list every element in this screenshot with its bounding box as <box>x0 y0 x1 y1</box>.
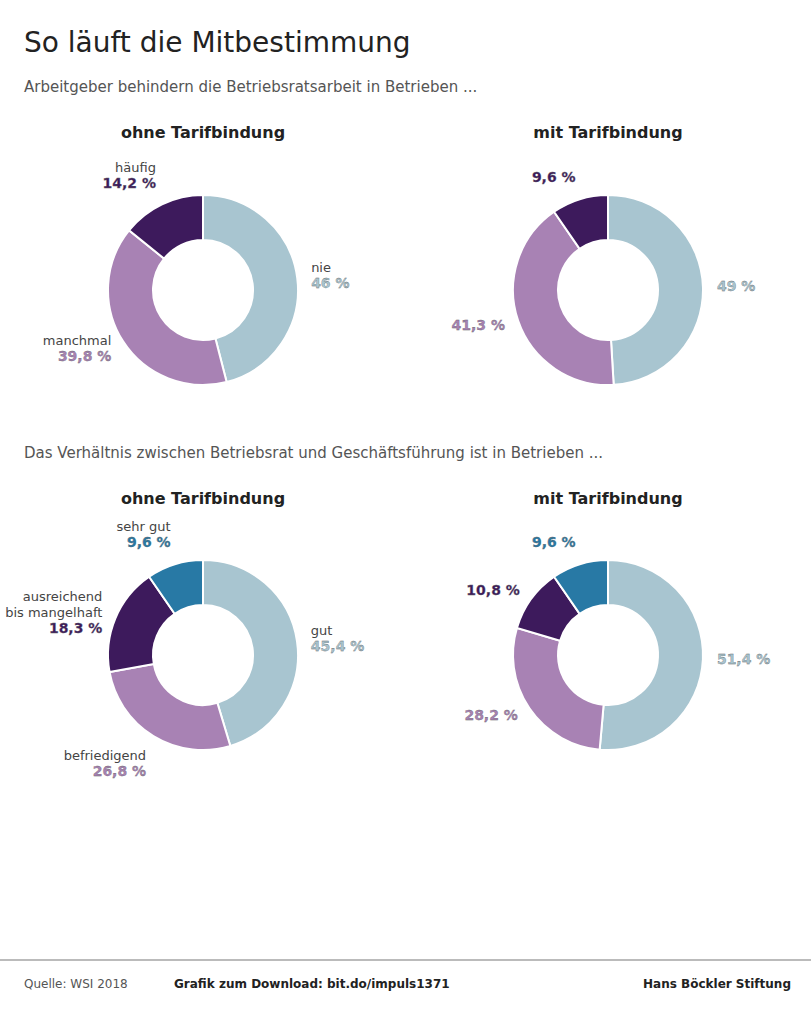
donut-slice <box>149 560 203 614</box>
value-label: 28,2 % <box>464 707 517 723</box>
donut-chart: Das Verhältnis zwischen Betriebsrat und … <box>5 444 603 779</box>
logo-text: Hans Böckler Stiftung <box>643 977 791 991</box>
chart-title: ohne Tarifbindung <box>121 489 285 508</box>
value-label: 18,3 % <box>49 620 102 636</box>
category-label: gut <box>311 623 333 638</box>
value-label: 26,8 % <box>93 763 146 779</box>
value-label: 46 % <box>311 275 349 291</box>
donut-chart: mit Tarifbindung 51,4 % 28,2 % 10,8 % 9,6 % <box>464 489 770 750</box>
category-label: nie <box>311 260 331 275</box>
donut-slice <box>513 628 604 750</box>
value-label: 49 % <box>717 278 755 294</box>
footer-text: Grafik zum Download: bit.do/impuls1371 <box>174 977 450 991</box>
value-label: 9,6 % <box>127 534 171 550</box>
category-label: häufig <box>115 160 156 175</box>
chart-title: ohne Tarifbindung <box>121 123 285 142</box>
value-label: 41,3 % <box>451 317 504 333</box>
donut-slice <box>600 560 703 750</box>
category-label: manchmal <box>43 333 112 348</box>
chart-title: mit Tarifbindung <box>533 123 682 142</box>
donut-slice <box>608 195 703 385</box>
footer-rule <box>0 959 811 961</box>
value-label: 9,6 % <box>532 534 576 550</box>
donut-slice <box>110 664 231 750</box>
value-label: 39,8 % <box>58 348 111 364</box>
value-label: 51,4 % <box>717 651 770 667</box>
category-label: sehr gut <box>117 519 171 534</box>
subtitle: Das Verhältnis zwischen Betriebsrat und … <box>24 444 603 462</box>
donut-chart: mit Tarifbindung 49 % 41,3 % 9,6 % <box>451 123 755 385</box>
page: So läuft die Mitbestimmung Arbeitgeber be… <box>0 0 811 1024</box>
value-label: 9,6 % <box>532 169 576 185</box>
footer-text: Quelle: WSI 2018 <box>24 977 128 991</box>
chart-title: mit Tarifbindung <box>533 489 682 508</box>
subtitle: Arbeitgeber behindern die Betriebsratsar… <box>24 78 477 96</box>
title: So läuft die Mitbestimmung <box>24 26 411 59</box>
donut-chart: Arbeitgeber behindern die Betriebsratsar… <box>24 78 477 385</box>
value-label: 14,2 % <box>103 175 156 191</box>
donut-slice <box>554 195 608 249</box>
donut-slice <box>554 560 608 614</box>
value-label: 45,4 % <box>311 638 364 654</box>
value-label: 10,8 % <box>466 582 519 598</box>
category-label: ausreichendbis mangelhaft <box>5 589 102 620</box>
category-label: befriedigend <box>64 748 146 763</box>
donut-slice <box>129 195 203 259</box>
